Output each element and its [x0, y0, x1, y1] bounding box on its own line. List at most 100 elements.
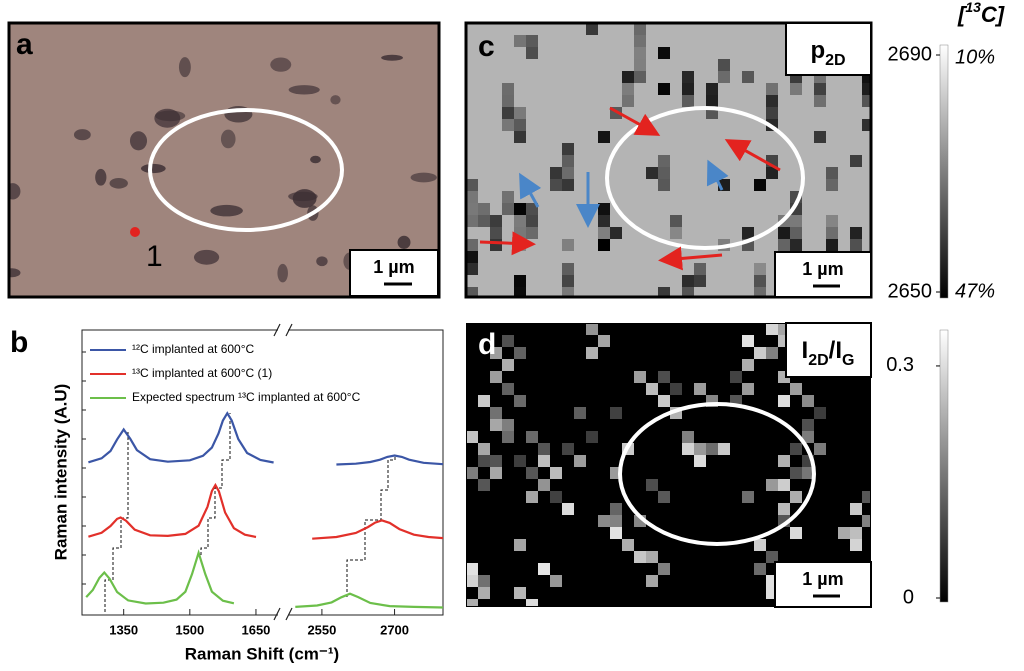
panel-label: a	[16, 28, 33, 61]
map-pixel	[754, 179, 766, 191]
guide-line	[104, 430, 129, 612]
map-pixel	[814, 407, 826, 419]
map-pixel	[467, 251, 478, 263]
map-pixel	[670, 227, 682, 239]
map-pixel	[862, 83, 870, 95]
map-pixel	[622, 83, 634, 95]
map-pixel	[850, 503, 862, 515]
map-pixel	[682, 431, 694, 443]
map-pixel	[514, 131, 526, 143]
colorbar-d: 00.3	[886, 329, 949, 608]
map-pixel	[778, 395, 790, 407]
scale-bar-label: 1 µm	[373, 257, 414, 277]
map-pixel	[502, 431, 514, 443]
red-arrows	[479, 106, 781, 271]
map-pixel	[467, 263, 478, 275]
map-pixel	[862, 515, 870, 527]
panel-d: d I2D/IG 1 µm	[466, 322, 872, 623]
measurement-point	[130, 227, 140, 237]
arrow	[479, 231, 536, 256]
map-pixel	[586, 431, 598, 443]
map-pixel	[467, 575, 478, 587]
guide-line	[346, 455, 396, 597]
map-pixel	[814, 299, 826, 311]
arrow	[609, 106, 661, 136]
map-pixel	[814, 95, 826, 107]
map-pixel	[754, 263, 766, 275]
map-pixel	[766, 551, 778, 563]
tag-text: /I	[829, 337, 842, 364]
map-pixel	[670, 215, 682, 227]
map-pixel	[634, 71, 646, 83]
dark-spot	[73, 129, 91, 141]
map-pixel	[634, 551, 646, 563]
map-pixel	[490, 455, 502, 467]
map-pixel	[514, 611, 526, 623]
map-pixel	[538, 443, 550, 455]
map-pixel	[754, 347, 766, 359]
map-pixel	[514, 287, 526, 296]
map-pixel	[826, 179, 838, 191]
dark-spot	[210, 204, 243, 217]
map-pixel	[778, 324, 790, 335]
map-pixel	[694, 383, 706, 395]
map-pixel	[478, 455, 490, 467]
map-tag: I2D/IG	[802, 337, 855, 368]
map-pixel	[502, 95, 514, 107]
tag-subscript: G	[842, 352, 854, 369]
map-pixel	[778, 455, 790, 467]
map-pixel	[790, 215, 802, 227]
map-pixel	[850, 227, 862, 239]
map-pixel	[598, 239, 610, 251]
map-pixel	[634, 24, 646, 35]
map-pixel	[502, 203, 514, 215]
map-pixel	[610, 407, 622, 419]
map-pixel	[778, 479, 790, 491]
dark-spot	[220, 129, 236, 149]
y-minor-ticks	[82, 351, 86, 585]
map-pixel	[862, 491, 870, 503]
arrow	[519, 172, 542, 208]
map-pixel	[814, 131, 826, 143]
map-pixel	[514, 539, 526, 551]
map-pixel	[850, 527, 862, 539]
map-pixel	[514, 227, 526, 239]
tag-subscript: 2D	[825, 52, 845, 69]
y-axis-label: Raman intensity (A.U)	[51, 384, 70, 561]
map-pixel	[658, 47, 670, 59]
map-pixel	[790, 443, 802, 455]
map-pixel	[502, 419, 514, 431]
map-pixel	[622, 539, 634, 551]
panel-c: c p2D 1 µm	[464, 21, 873, 311]
break-mark	[285, 607, 293, 621]
map-pixel	[802, 419, 814, 431]
dark-spot	[10, 268, 21, 278]
map-pixel	[790, 491, 802, 503]
map-pixel	[514, 395, 526, 407]
map-pixel	[706, 443, 718, 455]
map-pixel	[514, 35, 526, 47]
dark-spot	[154, 108, 181, 128]
map-pixel	[634, 59, 646, 71]
colorbar-tick-label: 2690	[888, 43, 933, 65]
map-pixel	[718, 59, 730, 71]
map-pixel	[598, 335, 610, 347]
map-pixel	[754, 299, 766, 311]
map-pixel	[550, 575, 562, 587]
map-pixel	[598, 515, 610, 527]
map-pixel	[598, 215, 610, 227]
map-pixel	[682, 95, 694, 107]
x-tick-label: 1500	[175, 622, 204, 637]
dark-spot	[316, 256, 328, 267]
map-pixel	[658, 167, 670, 179]
map-pixel	[694, 263, 706, 275]
colorbar	[939, 329, 949, 603]
map-pixel	[598, 203, 610, 215]
axis-break-gap	[278, 612, 288, 618]
panel-label: c	[478, 30, 495, 63]
spectrum-line	[88, 482, 444, 540]
map-pixel	[467, 467, 478, 479]
map-pixel	[478, 203, 490, 215]
dark-spot	[277, 263, 288, 283]
dark-spot	[397, 235, 411, 249]
